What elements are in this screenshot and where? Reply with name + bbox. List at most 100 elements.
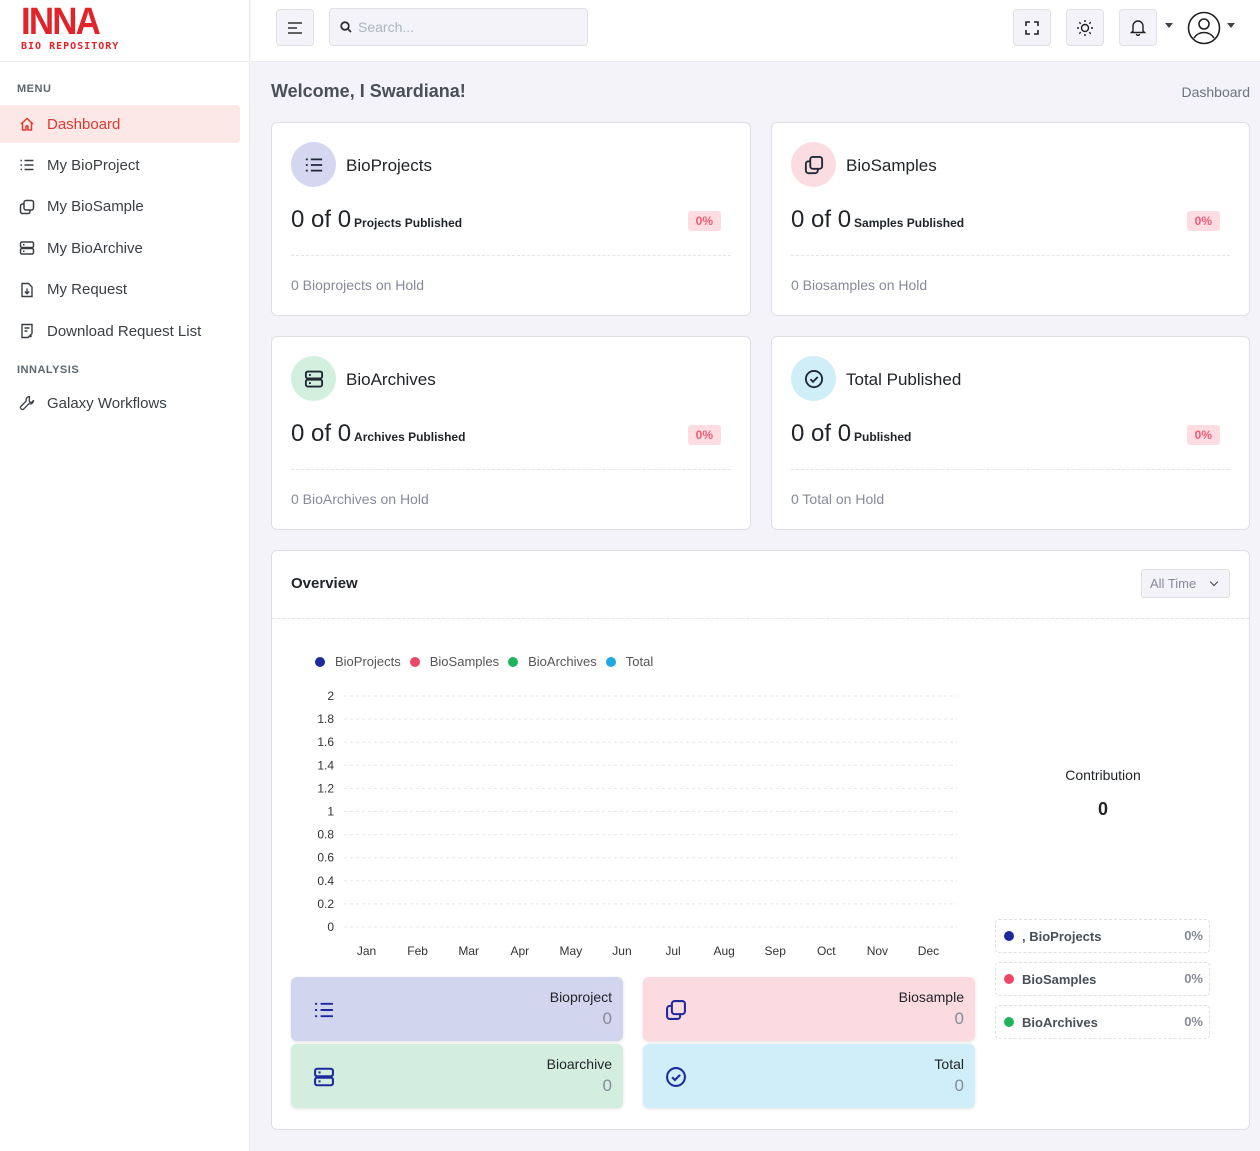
stat-count-value: 0 of 0 [791, 206, 852, 233]
summary-tile-bioproject: Bioproject 0 [291, 977, 623, 1041]
stat-count-label: Projects Published [354, 216, 463, 230]
stat-divider [291, 255, 731, 256]
tile-value: 0 [602, 1076, 612, 1095]
x-tick-label: Dec [918, 944, 939, 958]
legend-dot [605, 656, 616, 667]
search-box[interactable] [329, 8, 588, 46]
stat-title: BioProjects [346, 156, 432, 175]
server-icon [19, 241, 34, 255]
sidebar-item-my-bioarchive[interactable]: My BioArchive [0, 229, 240, 267]
summary-tile-total: Total 0 [643, 1044, 975, 1108]
theme-toggle-button[interactable] [1066, 9, 1104, 46]
y-tick-label: 0 [327, 920, 334, 934]
logo-text: INNA [21, 1, 101, 43]
stat-count-value: 0 of 0 [291, 206, 352, 233]
contribution-item: BioSamples 0% [995, 962, 1210, 996]
sidebar-item-download-request-list[interactable]: Download Request List [0, 312, 240, 350]
y-tick-label: 0.6 [317, 851, 334, 865]
page-title: Welcome, I Swardiana! [271, 81, 466, 101]
stat-divider [291, 469, 731, 470]
tile-label: Total [934, 1056, 964, 1072]
stat-avatar [291, 142, 336, 187]
legend-label: BioProjects [335, 654, 401, 669]
stat-count: 0 of 0 Archives Published [291, 420, 465, 448]
x-tick-label: Jun [612, 944, 631, 958]
x-tick-label: Apr [510, 944, 529, 958]
home-icon [19, 117, 34, 131]
y-tick-label: 0.8 [317, 828, 334, 842]
stat-card-bioarchives: BioArchives 0 of 0 Archives Published 0% 0 B… [271, 336, 751, 530]
stat-percent-badge: 0% [1186, 425, 1220, 445]
legend-item-total[interactable]: Total [605, 654, 653, 669]
contribution-dot [1004, 1017, 1014, 1027]
x-tick-label: Sep [765, 944, 787, 958]
contribution-percent: 0% [1184, 1014, 1203, 1029]
legend-dot [508, 656, 519, 667]
contribution-item: BioArchives 0% [995, 1005, 1210, 1039]
y-tick-label: 1.2 [317, 781, 334, 795]
stat-card-total-published: Total Published 0 of 0 Published 0% 0 Total … [771, 336, 1250, 530]
contribution-percent: 0% [1184, 928, 1203, 943]
stat-hold-text: 0 Biosamples on Hold [791, 277, 928, 293]
file-list-icon [20, 323, 33, 339]
breadcrumb[interactable]: Dashboard [1181, 84, 1251, 100]
y-tick-label: 0.2 [317, 897, 334, 911]
stat-count: 0 of 0 Projects Published [291, 206, 462, 234]
contribution-name: BioArchives [1022, 1014, 1098, 1030]
contribution-item: , BioProjects 0% [995, 919, 1210, 953]
fullscreen-button[interactable] [1013, 9, 1051, 46]
stat-count-label: Archives Published [354, 430, 466, 444]
stat-hold-text: 0 Total on Hold [791, 491, 885, 507]
stat-count-value: 0 of 0 [291, 420, 352, 447]
x-tick-label: Aug [713, 944, 734, 958]
y-tick-label: 2 [327, 689, 334, 703]
user-avatar[interactable] [1187, 11, 1221, 45]
hamburger-button[interactable] [276, 9, 314, 46]
stat-avatar [291, 356, 336, 401]
summary-tile-bioarchive: Bioarchive 0 [291, 1044, 623, 1108]
copy-icon [666, 1000, 686, 1020]
time-filter-select[interactable]: All Time [1141, 569, 1230, 598]
x-tick-label: Oct [817, 944, 836, 958]
fullscreen-icon [1025, 20, 1039, 35]
menu-section-title: MENU [17, 83, 52, 95]
legend-label: BioSamples [429, 654, 500, 669]
y-tick-label: 1.8 [317, 712, 334, 726]
summary-tile-biosample: Biosample 0 [643, 977, 975, 1041]
legend-item-bioprojects[interactable]: BioProjects [315, 654, 401, 669]
contribution-name: BioSamples [1022, 971, 1097, 987]
sidebar-item-label: My BioArchive [47, 239, 143, 257]
sidebar-item-dashboard[interactable]: Dashboard [0, 105, 240, 143]
contribution-dot [1004, 974, 1014, 984]
sidebar-item-my-request[interactable]: My Request [0, 271, 240, 309]
bell-icon [1130, 20, 1146, 36]
stat-percent-badge: 0% [687, 211, 721, 231]
legend-item-biosamples[interactable]: BioSamples [409, 654, 500, 669]
y-tick-label: 0.4 [317, 874, 334, 888]
server-icon [314, 1067, 334, 1087]
list-icon [305, 158, 322, 171]
contribution-panel: Contribution 0 , BioProjects 0% BioSamples… [995, 551, 1211, 1131]
contribution-percent: 0% [1184, 971, 1203, 986]
stat-count-value: 0 of 0 [791, 420, 852, 447]
logo[interactable]: INNA BIO REPOSITORY [0, 0, 249, 62]
tile-icon-wrap [313, 1066, 335, 1088]
x-tick-label: Jul [665, 944, 680, 958]
sidebar-item-galaxy-workflows[interactable]: Galaxy Workflows [0, 384, 240, 422]
search-input[interactable] [358, 19, 578, 35]
legend-item-bioarchives[interactable]: BioArchives [508, 654, 597, 669]
notifications-button[interactable] [1119, 9, 1157, 46]
sidebar-item-my-bioproject[interactable]: My BioProject [0, 146, 240, 184]
sidebar-item-label: Download Request List [47, 322, 202, 340]
time-filter-value: All Time [1150, 576, 1197, 591]
sidebar-item-my-biosample[interactable]: My BioSample [0, 188, 240, 226]
tile-icon-wrap [665, 1066, 687, 1088]
copy-icon [19, 199, 34, 214]
stat-title: BioSamples [846, 156, 937, 175]
file-download-icon [20, 282, 33, 297]
notifications-dropdown-icon[interactable] [1165, 23, 1173, 28]
sun-icon [1077, 19, 1093, 36]
user-dropdown-icon[interactable] [1227, 23, 1235, 28]
x-tick-label: Jan [357, 944, 376, 958]
stat-card-biosamples: BioSamples 0 of 0 Samples Published 0% 0 Bio… [771, 122, 1250, 316]
